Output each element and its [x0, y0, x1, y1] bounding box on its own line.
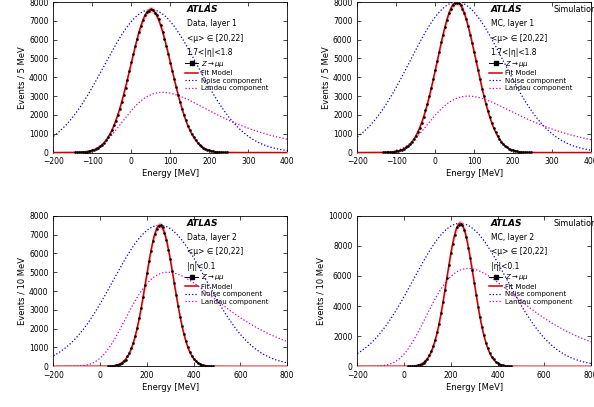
- Text: Data, layer 2: Data, layer 2: [187, 233, 236, 242]
- Text: |η|<0.1: |η|<0.1: [187, 262, 215, 271]
- Text: 1.7<|η|<1.8: 1.7<|η|<1.8: [187, 48, 233, 57]
- Text: <μ> ∈ [20,22]: <μ> ∈ [20,22]: [187, 34, 243, 43]
- Text: MC, layer 1: MC, layer 1: [491, 20, 533, 28]
- Text: |η|<0.1: |η|<0.1: [491, 262, 519, 271]
- Y-axis label: Events / 10 MeV: Events / 10 MeV: [17, 257, 26, 325]
- X-axis label: Energy [MeV]: Energy [MeV]: [142, 169, 199, 178]
- Text: Simulation: Simulation: [554, 5, 594, 14]
- Text: <μ> ∈ [20,22]: <μ> ∈ [20,22]: [187, 247, 243, 256]
- Legend: $Z \rightarrow \mu\mu$, Fit Model, Noise component, Landau component: $Z \rightarrow \mu\mu$, Fit Model, Noise…: [489, 272, 572, 305]
- Text: <μ> ∈ [20,22]: <μ> ∈ [20,22]: [491, 34, 547, 43]
- Y-axis label: Events / 5 MeV: Events / 5 MeV: [321, 46, 330, 109]
- Y-axis label: Events / 10 MeV: Events / 10 MeV: [317, 257, 326, 325]
- Legend: $Z \rightarrow \mu\mu$, Fit Model, Noise component, Landau component: $Z \rightarrow \mu\mu$, Fit Model, Noise…: [489, 59, 572, 91]
- X-axis label: Energy [MeV]: Energy [MeV]: [446, 169, 503, 178]
- Text: ATLAS: ATLAS: [491, 5, 522, 14]
- Text: ATLAS: ATLAS: [491, 219, 522, 228]
- Legend: $Z \rightarrow \mu\mu$, Fit Model, Noise component, Landau component: $Z \rightarrow \mu\mu$, Fit Model, Noise…: [185, 59, 268, 91]
- Text: ATLAS: ATLAS: [187, 5, 218, 14]
- Text: <μ> ∈ [20,22]: <μ> ∈ [20,22]: [491, 247, 547, 256]
- Y-axis label: Events / 5 MeV: Events / 5 MeV: [17, 46, 26, 109]
- Text: Data, layer 1: Data, layer 1: [187, 20, 236, 28]
- Legend: $Z \rightarrow \mu\mu$, Fit Model, Noise component, Landau component: $Z \rightarrow \mu\mu$, Fit Model, Noise…: [185, 272, 268, 305]
- Text: Simulation: Simulation: [554, 219, 594, 228]
- Text: ATLAS: ATLAS: [187, 219, 218, 228]
- X-axis label: Energy [MeV]: Energy [MeV]: [446, 383, 503, 392]
- X-axis label: Energy [MeV]: Energy [MeV]: [142, 383, 199, 392]
- Text: MC, layer 2: MC, layer 2: [491, 233, 533, 242]
- Text: 1.7<|η|<1.8: 1.7<|η|<1.8: [491, 48, 537, 57]
